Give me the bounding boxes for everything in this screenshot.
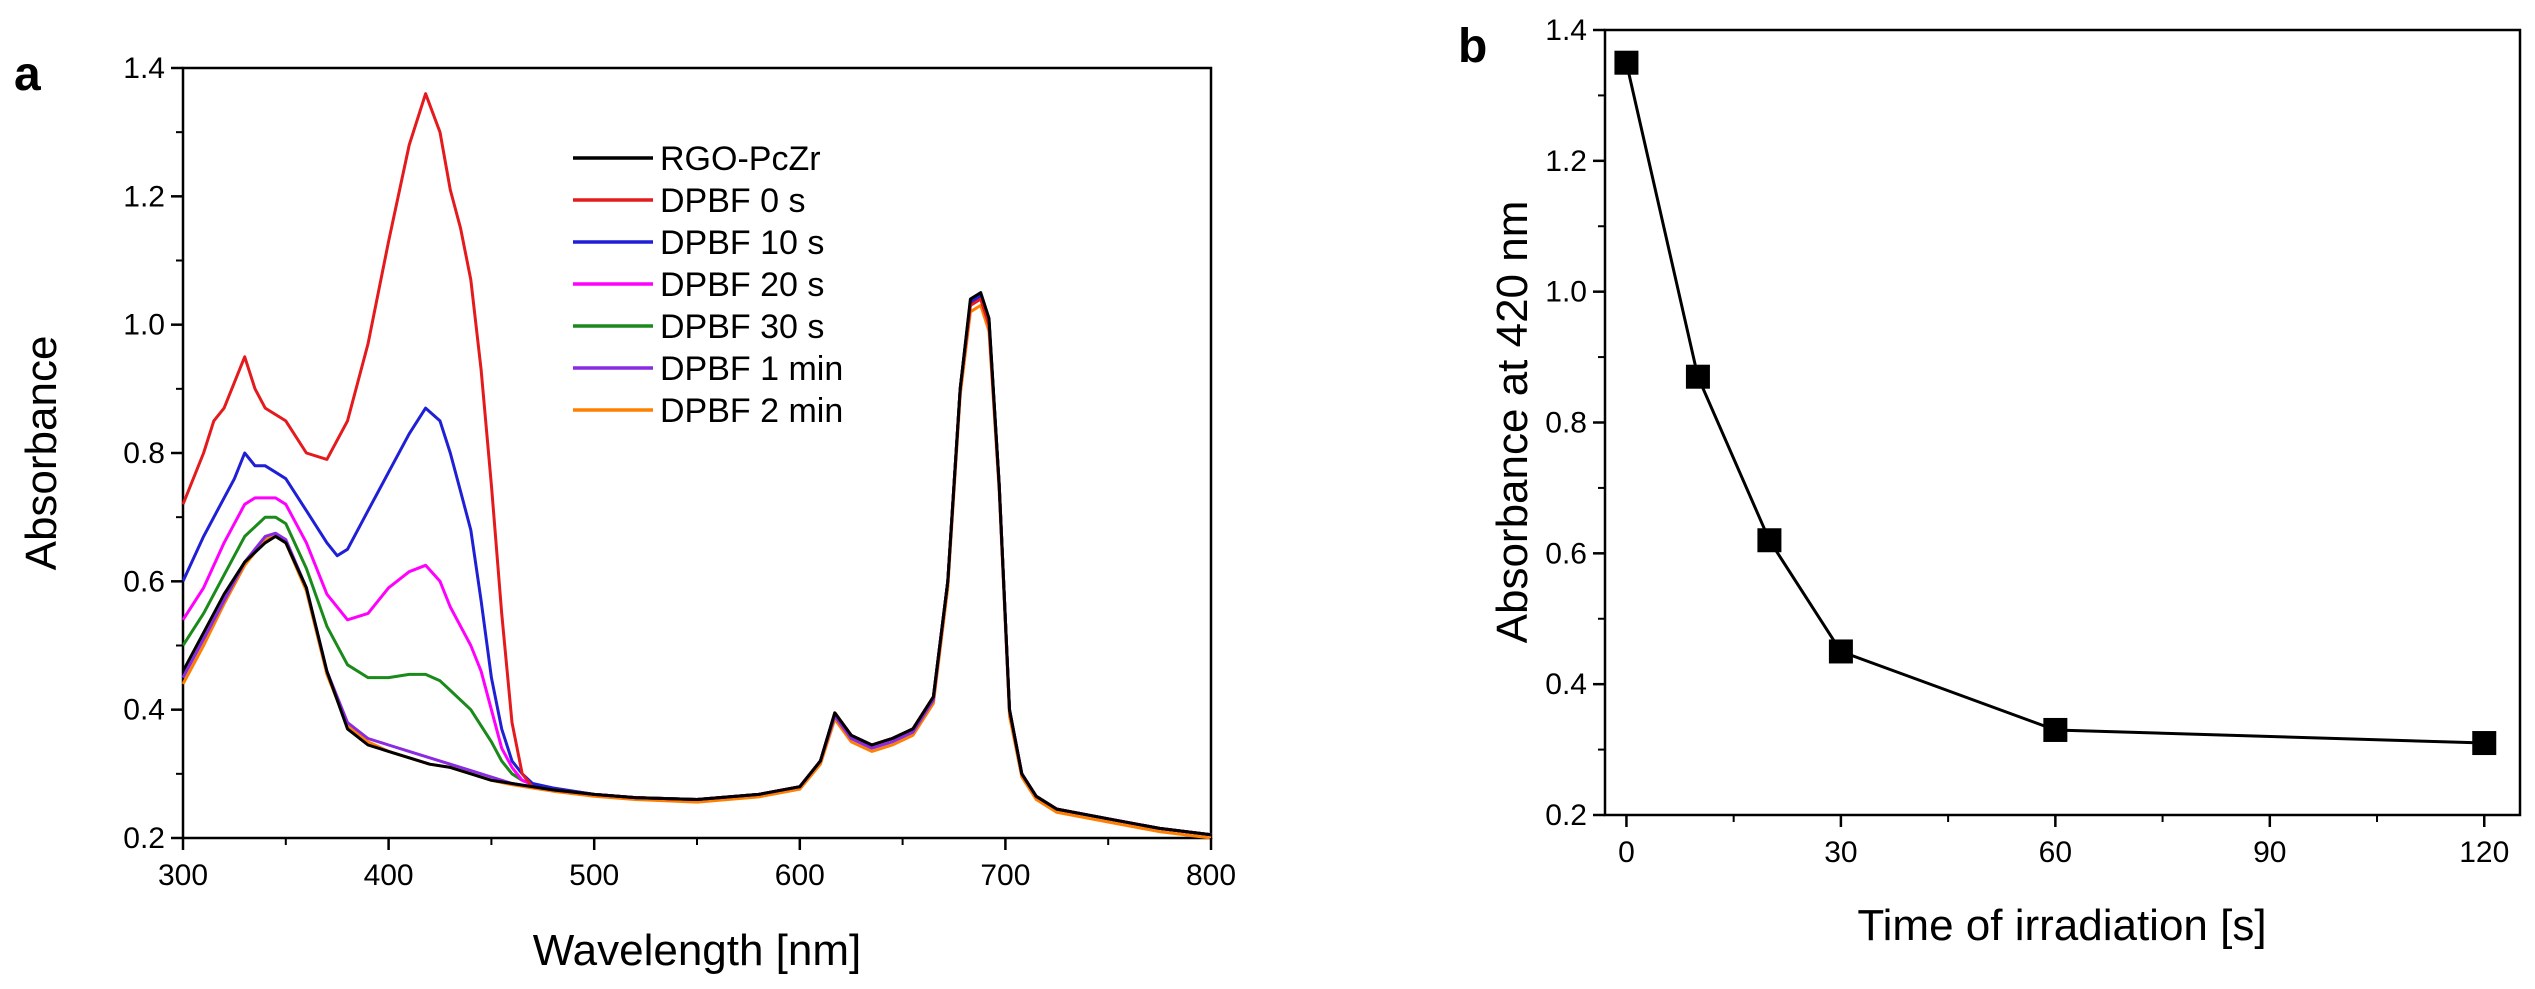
panel-b-y-tick-label: 0.2 <box>1545 799 1587 832</box>
panel-b-x-tick-label: 60 <box>2039 836 2072 869</box>
panel-b-y-tick-label: 0.4 <box>1545 668 1587 701</box>
legend-label-dpbf-2-min: DPBF 2 min <box>660 392 843 430</box>
panel-a-x-tick-label: 400 <box>364 859 414 892</box>
series-line-rgo-pczr <box>181 291 1212 837</box>
panel-b-y-tick-label: 1.2 <box>1545 145 1587 178</box>
legend-label-dpbf-30-s: DPBF 30 s <box>660 308 824 346</box>
panel-a-spectra-chart: a 300 400 500 600 700 800 0.2 0.4 0.6 0.8 1.0 1.2 1.… <box>14 48 1236 975</box>
panel-b-x-axis-title: Time of irradiation [s] <box>1857 901 2266 950</box>
panel-a-y-tick-label: 1.0 <box>123 309 165 342</box>
data-point-10s <box>1685 364 1710 389</box>
panel-a-x-tick-label: 700 <box>980 859 1030 892</box>
panel-b-y-tick-label: 0.6 <box>1545 537 1587 570</box>
data-point-0s <box>1614 50 1639 75</box>
panel-a-label: a <box>14 48 41 101</box>
panel-b-y-tick-label: 1.4 <box>1545 14 1587 47</box>
panel-b-ticks-group: 0 30 60 90 120 0.2 0.4 0.6 0.8 1.0 1.2 1.4 <box>1545 14 2509 869</box>
legend-label-dpbf-1-min: DPBF 1 min <box>660 350 843 388</box>
panel-b-series-group <box>1614 50 2497 756</box>
panel-a-y-tick-label: 0.6 <box>123 565 165 598</box>
panel-a-y-axis-title: Absorbance <box>17 336 66 571</box>
panel-a-y-tick-label: 0.8 <box>123 437 165 470</box>
panel-a-x-tick-label: 600 <box>775 859 825 892</box>
panel-a-ticks-group: 300 400 500 600 700 800 0.2 0.4 0.6 0.8 1.0 1.2 1.4 <box>123 52 1236 892</box>
panel-b-absorbance-time-chart: b 0 30 60 90 120 0.2 0.4 0.6 0.8 1.0 1.2 1.4 Time o… <box>1458 14 2522 950</box>
panel-b-label: b <box>1458 20 1487 73</box>
panel-b-y-axis-title: Absorbance at 420 nm <box>1488 201 1537 644</box>
data-point-30s <box>1828 639 1853 664</box>
panel-b-x-tick-label: 30 <box>1824 836 1857 869</box>
panel-a-legend: RGO-PcZr DPBF 0 s DPBF 10 s DPBF 20 s DPBF 3… <box>573 140 843 430</box>
panel-a-y-tick-label: 0.4 <box>123 694 165 727</box>
legend-label-rgo-pczr: RGO-PcZr <box>660 140 821 178</box>
panel-b-plot-frame <box>1603 28 2522 817</box>
panel-a-y-tick-label: 1.2 <box>123 180 165 213</box>
panel-b-x-tick-label: 0 <box>1618 836 1635 869</box>
panel-a-x-tick-label: 300 <box>158 859 208 892</box>
panel-a-y-tick-label: 0.2 <box>123 822 165 855</box>
data-point-60s <box>2043 717 2068 742</box>
legend-label-dpbf-10-s: DPBF 10 s <box>660 224 824 262</box>
panel-b-y-tick-label: 1.0 <box>1545 276 1587 309</box>
data-point-20s <box>1757 528 1782 553</box>
legend-label-dpbf-20-s: DPBF 20 s <box>660 266 824 304</box>
panel-b-x-tick-label: 120 <box>2459 836 2509 869</box>
panel-a-y-tick-label: 1.4 <box>123 52 165 85</box>
legend-label-dpbf-0-s: DPBF 0 s <box>660 182 805 220</box>
panel-a-x-tick-label: 800 <box>1186 859 1236 892</box>
panel-b-x-tick-label: 90 <box>2253 836 2286 869</box>
series-line-absorbance-420 <box>1624 62 2485 745</box>
panel-a-x-tick-label: 500 <box>569 859 619 892</box>
panel-a-x-axis-title: Wavelength [nm] <box>533 926 862 975</box>
panel-a-series-group <box>181 92 1212 840</box>
data-point-120s <box>2472 731 2497 756</box>
panel-b-y-tick-label: 0.8 <box>1545 407 1587 440</box>
